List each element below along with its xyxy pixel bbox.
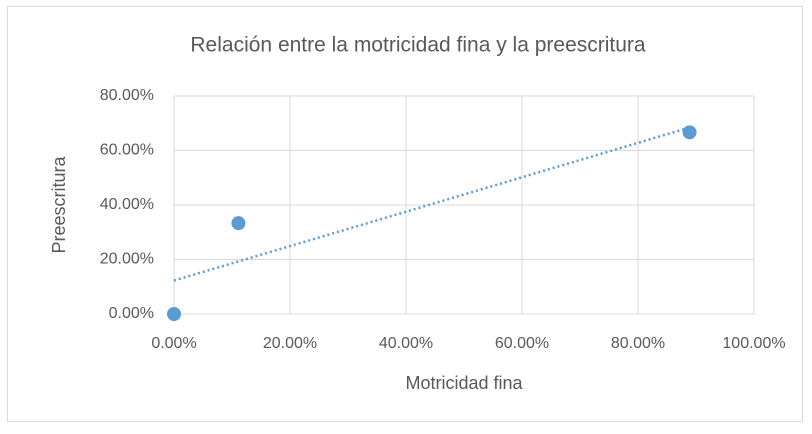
point [167,307,181,321]
chart-title: Relación entre la motricidad fina y la p… [190,34,646,57]
x-tick-label: 40.00% [379,335,433,352]
x-tick-label: 60.00% [495,335,549,352]
x-tick-label: 80.00% [611,335,665,352]
point [682,125,697,140]
y-tick-label: 40.00% [100,196,154,213]
x-tick-label: 20.00% [263,335,317,352]
y-tick-label: 20.00% [100,251,154,268]
point [231,216,246,231]
y-tick-label: 80.00% [100,87,154,104]
y-tick-label: 0.00% [109,305,154,322]
x-axis-label: Motricidad fina [405,373,523,393]
x-tick-label: 100.00% [722,335,785,352]
chart-border [7,6,803,422]
y-axis-label: Preescritura [49,155,69,253]
y-tick-label: 60.00% [100,142,154,159]
x-tick-label: 0.00% [151,335,196,352]
